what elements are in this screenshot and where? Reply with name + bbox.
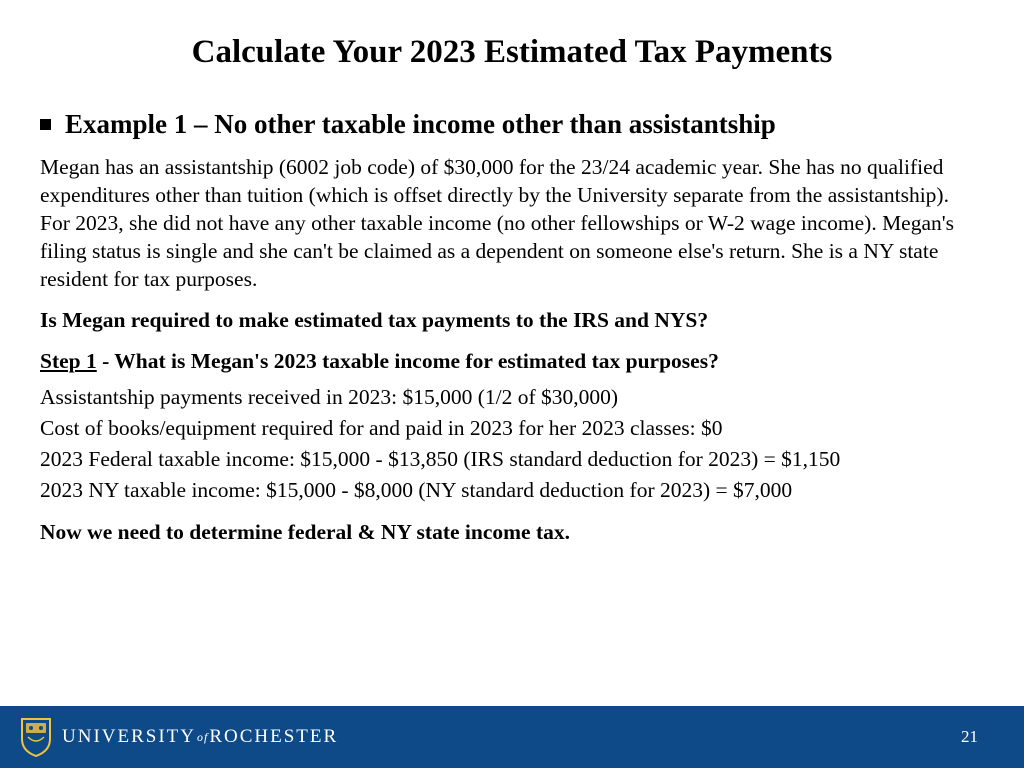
slide: Calculate Your 2023 Estimated Tax Paymen…	[0, 0, 1024, 768]
calc-line: Assistantship payments received in 2023:…	[40, 382, 984, 413]
university-shield-icon	[20, 717, 52, 757]
conclusion-text: Now we need to determine federal & NY st…	[40, 520, 984, 545]
brand-part1: UNIVERSITY	[62, 726, 196, 747]
slide-title: Calculate Your 2023 Estimated Tax Paymen…	[0, 0, 1024, 89]
brand-text: UNIVERSITYofROCHESTER	[62, 726, 338, 748]
step-text: - What is Megan's 2023 taxable income fo…	[97, 349, 719, 373]
example-heading: Example 1 – No other taxable income othe…	[65, 109, 776, 140]
calc-line: 2023 NY taxable income: $15,000 - $8,000…	[40, 475, 984, 506]
question-text: Is Megan required to make estimated tax …	[40, 308, 984, 333]
step-heading: Step 1 - What is Megan's 2023 taxable in…	[40, 349, 984, 374]
square-bullet-icon	[40, 119, 51, 130]
calc-line: Cost of books/equipment required for and…	[40, 413, 984, 444]
footer-bar: UNIVERSITYofROCHESTER 21	[0, 706, 1024, 768]
page-number: 21	[961, 727, 978, 747]
footer-brand: UNIVERSITYofROCHESTER	[20, 717, 338, 757]
brand-part2: ROCHESTER	[209, 726, 338, 747]
scenario-paragraph: Megan has an assistantship (6002 job cod…	[40, 154, 984, 294]
example-bullet-row: Example 1 – No other taxable income othe…	[40, 109, 984, 140]
slide-content: Example 1 – No other taxable income othe…	[0, 109, 1024, 545]
calc-line: 2023 Federal taxable income: $15,000 - $…	[40, 444, 984, 475]
step-label: Step 1	[40, 349, 97, 373]
brand-of: of	[196, 730, 209, 744]
